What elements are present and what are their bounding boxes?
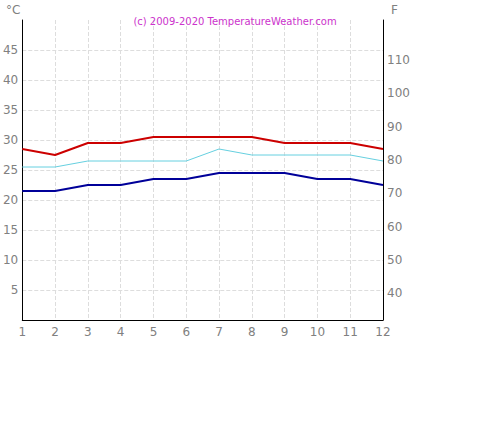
svg-text:3: 3 xyxy=(84,325,92,339)
svg-text:10: 10 xyxy=(3,253,18,267)
svg-text:1: 1 xyxy=(18,325,26,339)
svg-text:10: 10 xyxy=(310,325,325,339)
svg-text:7: 7 xyxy=(215,325,223,339)
svg-text:40: 40 xyxy=(387,286,402,300)
svg-text:°C: °C xyxy=(6,3,20,17)
svg-text:45: 45 xyxy=(3,43,18,57)
svg-text:70: 70 xyxy=(387,186,402,200)
svg-text:90: 90 xyxy=(387,120,402,134)
svg-text:12: 12 xyxy=(375,325,390,339)
svg-text:11: 11 xyxy=(343,325,358,339)
svg-text:60: 60 xyxy=(387,220,402,234)
svg-text:2: 2 xyxy=(51,325,59,339)
svg-text:20: 20 xyxy=(3,193,18,207)
svg-text:5: 5 xyxy=(150,325,158,339)
svg-text:4: 4 xyxy=(117,325,125,339)
svg-text:40: 40 xyxy=(3,73,18,87)
svg-text:6: 6 xyxy=(182,325,190,339)
svg-text:8: 8 xyxy=(248,325,256,339)
svg-text:(c) 2009-2020 TemperatureWeath: (c) 2009-2020 TemperatureWeather.com xyxy=(133,16,336,27)
svg-text:F: F xyxy=(391,3,398,17)
svg-text:35: 35 xyxy=(3,103,18,117)
svg-text:50: 50 xyxy=(387,253,402,267)
svg-text:110: 110 xyxy=(387,53,410,67)
svg-text:80: 80 xyxy=(387,153,402,167)
svg-text:25: 25 xyxy=(3,163,18,177)
svg-text:5: 5 xyxy=(11,283,19,297)
svg-text:30: 30 xyxy=(3,133,18,147)
svg-text:100: 100 xyxy=(387,86,410,100)
svg-text:9: 9 xyxy=(281,325,289,339)
svg-text:15: 15 xyxy=(3,223,18,237)
